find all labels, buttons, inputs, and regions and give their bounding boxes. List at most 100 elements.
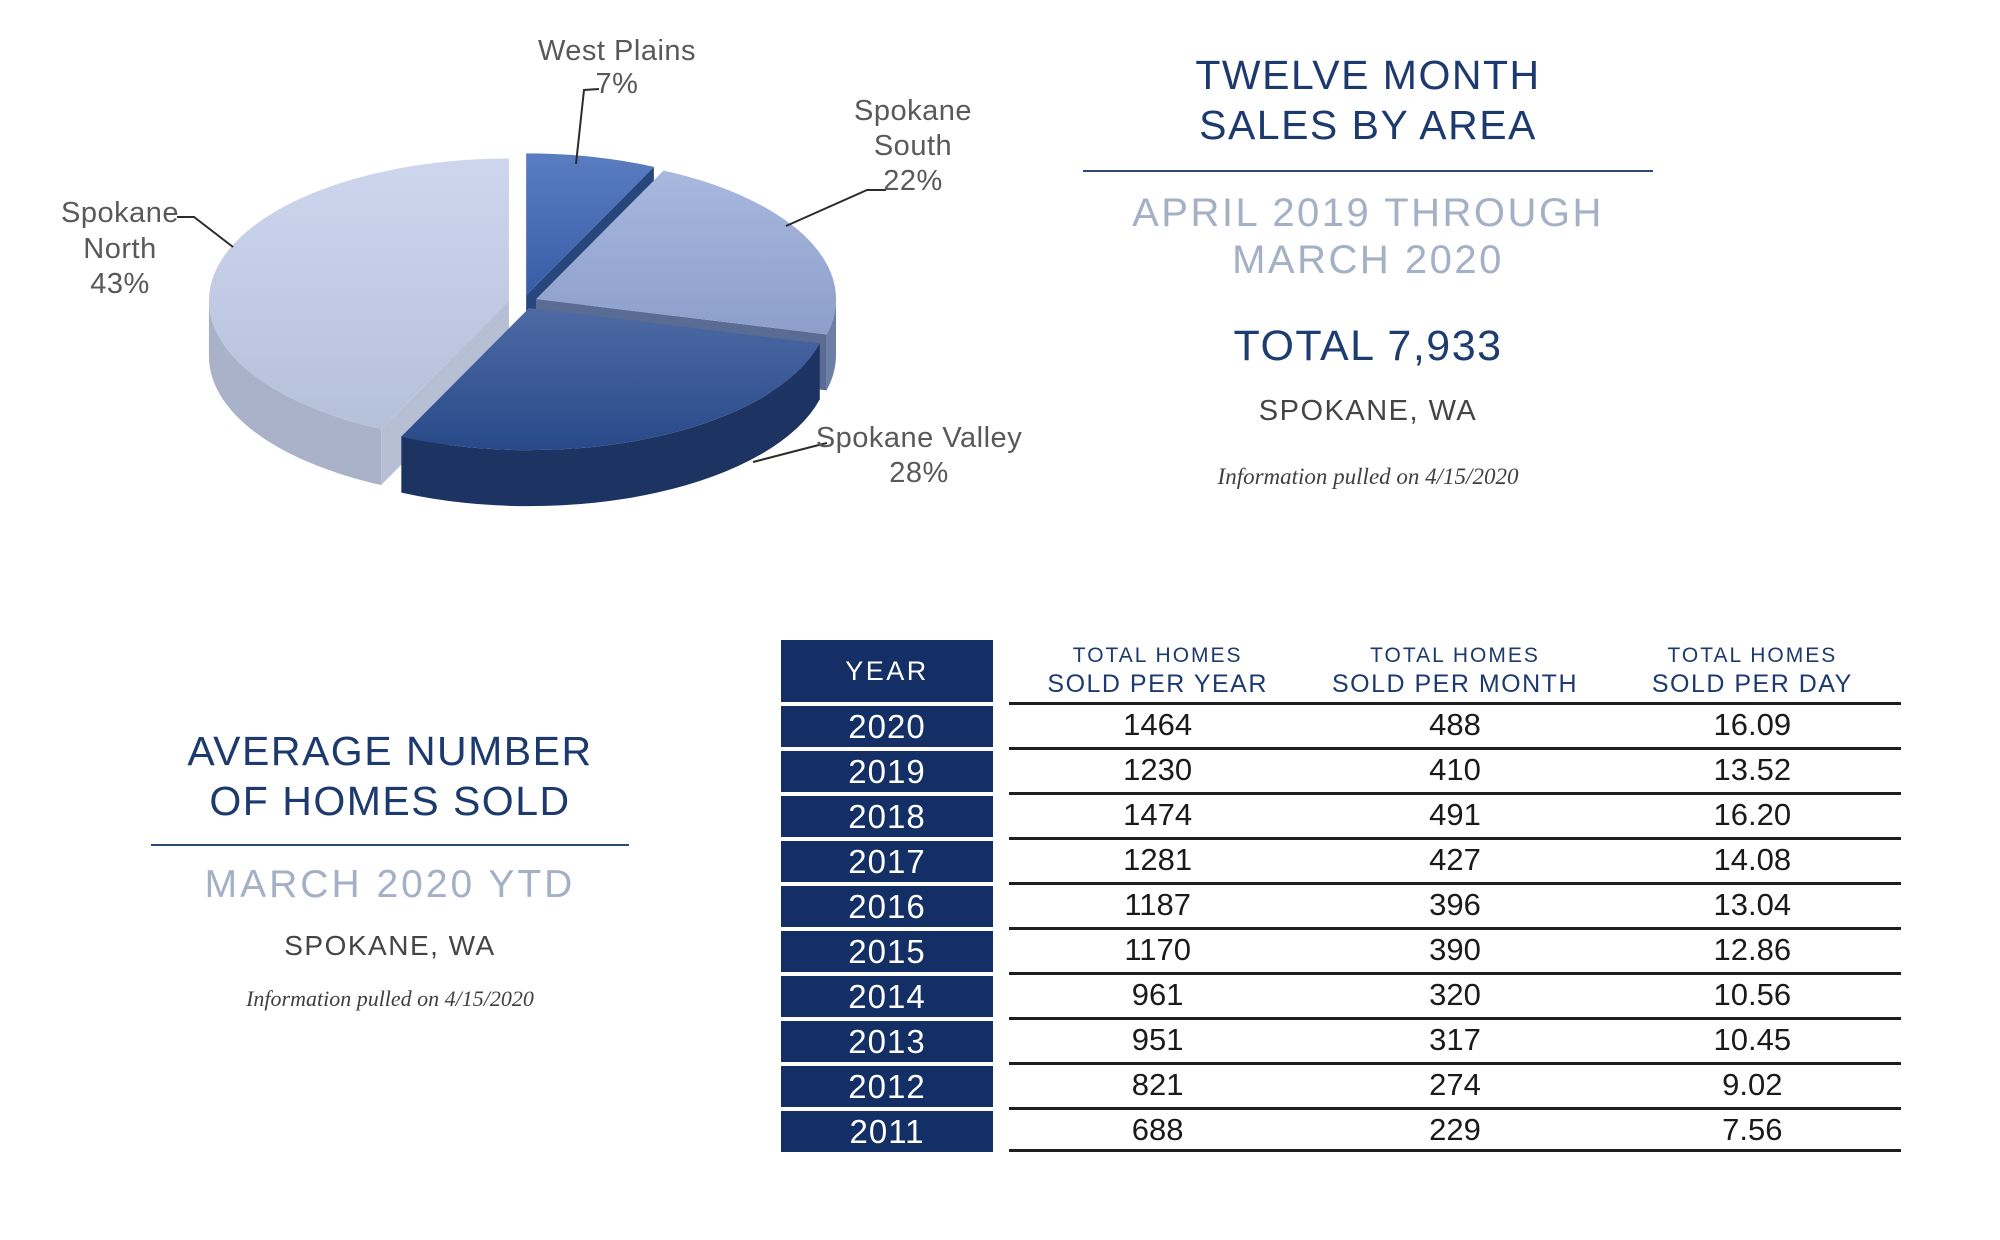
sales-subtitle-line2: MARCH 2020 [1232,238,1504,283]
sales-title-line1: TWELVE MONTH [1195,52,1541,98]
table-column-gap [993,972,1009,1017]
year-cell: 2012 [781,1066,993,1107]
average-homes-panel: AVERAGE NUMBER OF HOMES SOLD MARCH 2020 … [100,726,680,1012]
year-cell: 2015 [781,931,993,972]
table-column-gap [993,1062,1009,1107]
table-row-2018: 2018 1474 491 16.20 [781,792,1901,837]
sales-subtitle: APRIL 2019 THROUGH MARCH 2020 [1038,190,1698,284]
pie-slice-spokane-south [536,170,837,335]
value-cell: 317 [1429,1022,1481,1057]
sales-total: TOTAL 7,933 [1233,322,1503,371]
year-cell: 2013 [781,1021,993,1062]
year-cell: 2011 [781,1111,993,1152]
homes-sold-table: YEAR TOTAL HOMES SOLD PER YEAR TOTAL HOMES S… [781,640,1901,1156]
value-cell: 10.56 [1713,977,1792,1012]
value-cell: 14.08 [1713,842,1792,877]
pie-label-spokane-valley-line1: 28% [889,457,949,489]
value-cell: 16.20 [1713,797,1792,832]
pie-label-spokane-valley-line0: Spokane Valley [816,422,1022,454]
table-column-gap [993,1107,1009,1152]
value-cell: 961 [1131,977,1184,1012]
value-cell: 274 [1429,1067,1481,1102]
year-cell: 2016 [781,886,993,927]
table-column-gap [993,640,1009,702]
sales-divider [1083,170,1653,173]
avg-location: SPOKANE, WA [284,930,496,962]
value-cell: 320 [1429,977,1481,1012]
sales-title: TWELVE MONTH SALES BY AREA [1038,50,1698,150]
avg-title-line2: OF HOMES SOLD [209,778,571,825]
table-row-2019: 2019 1230 410 13.52 [781,747,1901,792]
pie-slice-rim-spokane-valley [401,343,820,507]
table-row-2015: 2015 1170 390 12.86 [781,927,1901,972]
value-cell: 688 [1131,1112,1184,1147]
pie-label-spokane-south-line1: South [874,130,952,162]
value-cell: 229 [1429,1112,1481,1147]
table-bottom-border [1009,1149,1901,1152]
year-cell: 2018 [781,796,993,837]
year-cell: 2020 [781,706,993,747]
table-column-gap [993,837,1009,882]
pie-slice-rim-spokane-north [208,300,382,485]
value-cell: 427 [1429,842,1481,877]
table-column-gap [993,1017,1009,1062]
table-column-gap [993,927,1009,972]
value-cell: 1230 [1123,752,1193,787]
year-cell: 2014 [781,976,993,1017]
value-cell: 821 [1131,1067,1184,1102]
table-header-col-2: TOTAL HOMES SOLD PER MONTH [1306,640,1603,702]
table-header-line1: TOTAL HOMES [1370,643,1540,667]
table-row-2013: 2013 951 317 10.45 [781,1017,1901,1062]
table-column-gap [993,792,1009,837]
table-header-row: YEAR TOTAL HOMES SOLD PER YEAR TOTAL HOMES S… [781,640,1901,702]
pie-slice-spokane-valley [401,308,820,451]
value-cell: 488 [1429,707,1481,742]
value-cell: 491 [1429,797,1481,832]
value-cell: 13.52 [1713,752,1792,787]
avg-divider [151,844,629,847]
table-header-line2: SOLD PER MONTH [1331,669,1578,698]
pie-leader-west-plains [575,88,600,165]
avg-subtitle: MARCH 2020 YTD [204,863,576,907]
value-cell: 951 [1131,1022,1184,1057]
avg-title: AVERAGE NUMBER OF HOMES SOLD [100,726,680,826]
value-cell: 390 [1429,932,1481,967]
pie-leader-spokane-south [785,189,886,227]
value-cell: 410 [1429,752,1481,787]
pie-slice-group-spokane-valley [401,308,820,507]
pie-label-spokane-north-line1: North [83,233,156,265]
table-column-gap [993,702,1009,747]
pie-label-spokane-south-line0: Spokane [854,95,972,127]
pie-slice-rim-spokane-south [826,299,837,391]
value-cell: 1464 [1123,707,1193,742]
table-row-2017: 2017 1281 427 14.08 [781,837,1901,882]
table-header-year: YEAR [781,640,993,702]
table-header-line1: TOTAL HOMES [1072,643,1243,667]
sales-title-line2: SALES BY AREA [1199,102,1537,149]
table-row-2011: 2011 688 229 7.56 [781,1107,1901,1152]
value-cell: 1170 [1124,932,1191,967]
avg-title-line1: AVERAGE NUMBER [187,728,593,774]
sales-summary-panel: TWELVE MONTH SALES BY AREA APRIL 2019 TH… [1038,50,1698,490]
pie-label-spokane-north-line0: Spokane [61,197,179,229]
pie-leader-spokane-north [177,216,234,248]
value-cell: 9.02 [1722,1067,1783,1102]
value-cell: 16.09 [1713,707,1792,742]
pie-slice-west-plains [526,153,654,296]
table-row-2016: 2016 1187 396 13.04 [781,882,1901,927]
avg-note: Information pulled on 4/15/2020 [246,986,534,1012]
sales-note: Information pulled on 4/15/2020 [1217,464,1519,490]
year-cell: 2019 [781,751,993,792]
table-row-2012: 2012 821 274 9.02 [781,1062,1901,1107]
value-cell: 13.04 [1713,887,1792,922]
pie-label-west-plains-line1: 7% [596,68,639,100]
sales-location: SPOKANE, WA [1258,395,1478,428]
table-row-2014: 2014 961 320 10.56 [781,972,1901,1017]
value-cell: 1474 [1123,797,1193,832]
value-cell: 396 [1429,887,1481,922]
year-cell: 2017 [781,841,993,882]
pie-label-spokane-north-line2: 43% [90,268,150,300]
value-cell: 10.45 [1713,1022,1792,1057]
table-column-gap [993,882,1009,927]
